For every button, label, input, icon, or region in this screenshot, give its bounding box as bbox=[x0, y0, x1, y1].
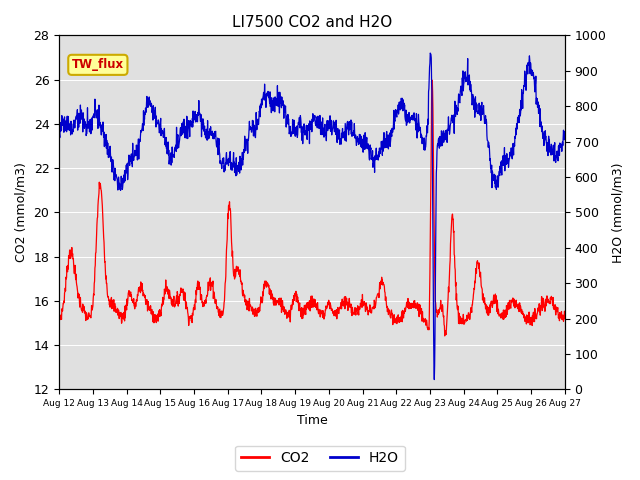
CO2 bbox=[289, 297, 297, 302]
Title: LI7500 CO2 and H2O: LI7500 CO2 and H2O bbox=[232, 15, 392, 30]
H2O bbox=[426, 50, 434, 56]
CO2 bbox=[95, 197, 102, 203]
H2O bbox=[431, 377, 438, 383]
CO2 bbox=[428, 77, 436, 83]
CO2 bbox=[55, 311, 63, 316]
Line: CO2: CO2 bbox=[59, 80, 565, 336]
H2O bbox=[115, 177, 123, 183]
H2O bbox=[561, 129, 569, 134]
H2O bbox=[289, 131, 297, 136]
CO2 bbox=[280, 305, 288, 311]
H2O bbox=[95, 117, 102, 122]
H2O bbox=[270, 99, 278, 105]
Y-axis label: CO2 (mmol/m3): CO2 (mmol/m3) bbox=[15, 162, 28, 262]
H2O bbox=[55, 129, 63, 134]
CO2 bbox=[561, 316, 569, 322]
CO2 bbox=[343, 302, 351, 308]
H2O bbox=[280, 102, 288, 108]
CO2 bbox=[115, 309, 123, 315]
Line: H2O: H2O bbox=[59, 53, 565, 380]
X-axis label: Time: Time bbox=[296, 414, 328, 427]
CO2 bbox=[270, 300, 278, 305]
Y-axis label: H2O (mmol/m3): H2O (mmol/m3) bbox=[612, 162, 625, 263]
H2O bbox=[343, 122, 351, 128]
Legend: CO2, H2O: CO2, H2O bbox=[236, 445, 404, 471]
Text: TW_flux: TW_flux bbox=[72, 59, 124, 72]
CO2 bbox=[441, 333, 449, 339]
